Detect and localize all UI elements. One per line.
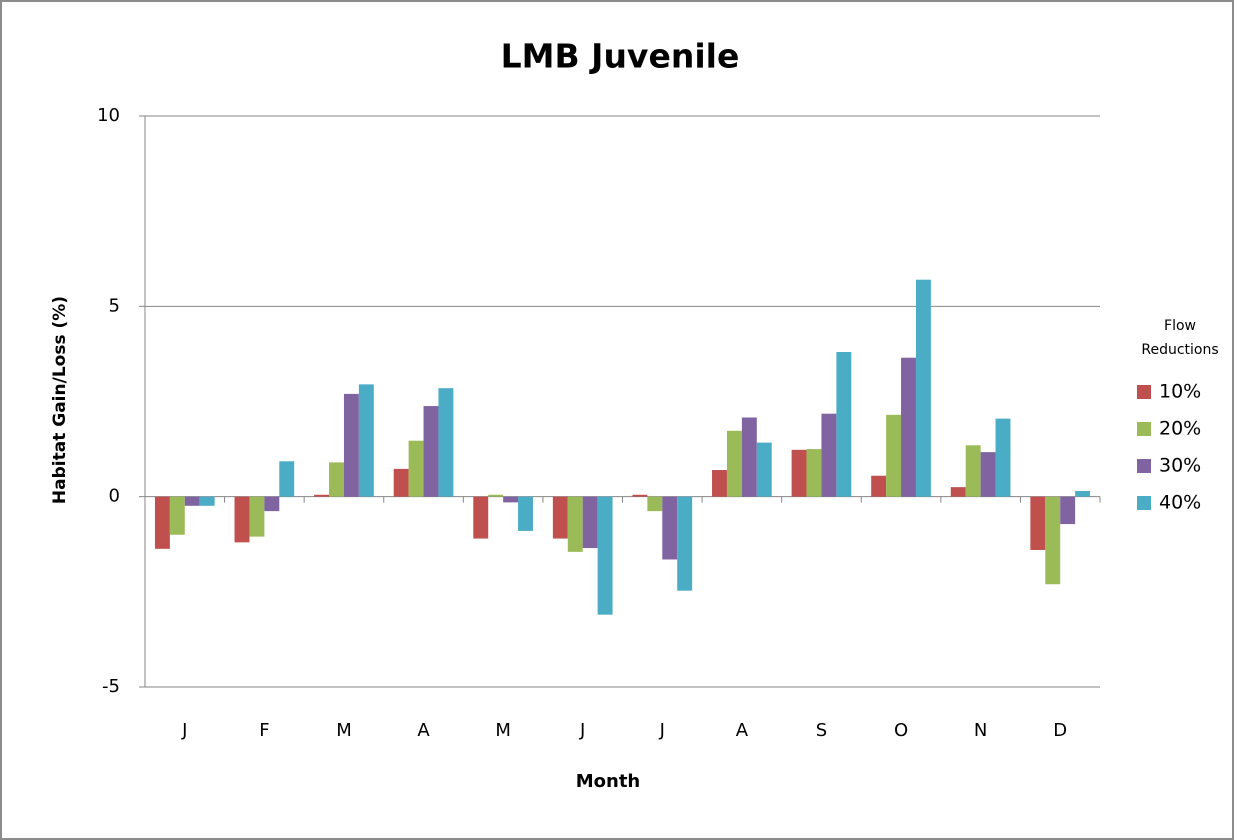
bar (756, 442, 772, 497)
bar (329, 462, 344, 497)
bar (567, 496, 583, 552)
x-tick-label: J (181, 720, 187, 741)
x-tick-label: S (816, 720, 827, 741)
bar (518, 496, 533, 531)
legend-label: 40% (1159, 492, 1201, 514)
bar (1060, 496, 1076, 525)
x-axis-label: Month (576, 771, 641, 792)
x-tick-label: D (1053, 720, 1067, 741)
bar (503, 496, 519, 503)
bar (806, 449, 822, 497)
bar (741, 417, 757, 497)
x-tick-label: A (417, 720, 430, 741)
y-axis-label: Habitat Gain/Loss (%) (50, 296, 70, 504)
bar (726, 430, 742, 497)
bar (423, 406, 439, 497)
bar (632, 494, 648, 497)
bar (199, 496, 215, 506)
legend-swatch (1137, 422, 1151, 436)
x-tick-label: M (495, 720, 511, 741)
bar (712, 470, 727, 497)
x-tick-label: A (736, 720, 749, 741)
legend-swatch (1137, 385, 1151, 399)
bar (1075, 490, 1091, 497)
x-tick-label: J (579, 720, 585, 741)
bar (154, 496, 170, 549)
bar (582, 496, 598, 549)
legend-label: 30% (1159, 455, 1201, 477)
bar (279, 461, 295, 497)
bar (791, 449, 807, 497)
x-tick-label: O (894, 720, 908, 741)
bar (597, 496, 613, 615)
bar (1030, 496, 1046, 550)
bar (901, 357, 916, 497)
x-tick-label: M (336, 720, 352, 741)
bar (965, 445, 981, 497)
bar (871, 475, 887, 497)
bar (169, 496, 185, 535)
legend-title: Flow Reductions (1141, 318, 1219, 358)
bar (438, 388, 454, 497)
y-tick-label: 10 (97, 105, 120, 126)
bar (821, 413, 837, 497)
bar (473, 496, 489, 539)
bar (950, 487, 966, 497)
bar (314, 494, 330, 497)
bar (915, 279, 931, 497)
legend-swatch (1137, 459, 1151, 473)
y-tick-label: 5 (109, 295, 120, 316)
bar (408, 440, 424, 497)
bar (886, 414, 902, 497)
bar (488, 494, 504, 497)
bar (836, 352, 852, 497)
bar (343, 393, 359, 497)
x-tick-label: N (974, 720, 987, 741)
bar (980, 452, 996, 497)
bar (647, 496, 663, 512)
bar (358, 384, 374, 497)
legend-label: 10% (1159, 381, 1201, 403)
bar (234, 496, 250, 543)
x-tick-label: J (659, 720, 665, 741)
bar (677, 496, 693, 591)
chart-title: LMB Juvenile (501, 37, 740, 76)
legend-label: 20% (1159, 418, 1201, 440)
bar (393, 468, 409, 497)
bar (1045, 496, 1061, 585)
x-tick-label: F (259, 720, 269, 741)
bar (995, 418, 1011, 497)
bar (184, 496, 200, 506)
y-tick-label: -5 (102, 676, 120, 697)
bar (264, 496, 280, 512)
legend-swatch (1137, 496, 1151, 510)
y-tick-label: 0 (109, 486, 120, 507)
bar (662, 496, 678, 560)
bar (249, 496, 265, 537)
bar (552, 496, 568, 539)
